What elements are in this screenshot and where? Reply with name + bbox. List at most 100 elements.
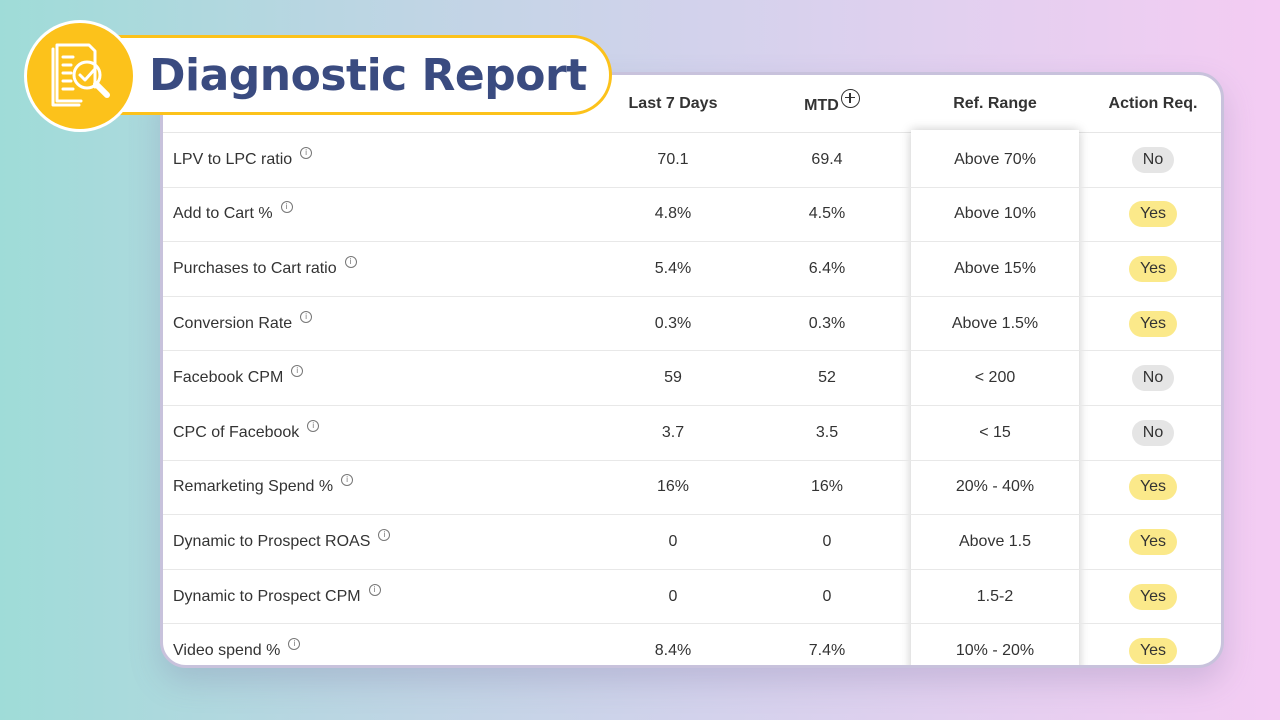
mtd-cell: 3.5 xyxy=(757,406,897,460)
action-cell: No xyxy=(1079,351,1221,405)
ref-range-cell: Above 1.5% xyxy=(911,297,1079,351)
action-cell: Yes xyxy=(1079,624,1221,665)
action-cell: Yes xyxy=(1079,297,1221,351)
table-row: Conversion Rate i 0.3% 0.3% Above 1.5% Yes xyxy=(163,297,1221,352)
info-icon[interactable]: i xyxy=(344,255,357,268)
ref-range-cell: 10% - 20% xyxy=(911,624,1079,665)
mtd-value: 52 xyxy=(818,369,836,387)
ref-range-cell: < 200 xyxy=(911,351,1079,405)
action-cell: No xyxy=(1079,133,1221,187)
metric-name-cell: Dynamic to Prospect CPM i xyxy=(173,570,603,624)
metric-label: Dynamic to Prospect CPM xyxy=(173,587,361,605)
last-7-days-cell: 5.4% xyxy=(603,242,743,296)
table-row: LPV to LPC ratio i 70.1 69.4 Above 70% No xyxy=(163,133,1221,188)
column-header-ref-range[interactable]: Ref. Range xyxy=(953,95,1037,112)
metric-name-cell: Facebook CPM i xyxy=(173,351,603,405)
metric-label: Video spend % xyxy=(173,642,281,660)
last-7-days-cell: 0.3% xyxy=(603,297,743,351)
action-required-badge: Yes xyxy=(1128,583,1178,610)
table-header: Last 7 Days MTD Ref. Range Action Req. xyxy=(163,75,1221,133)
last-7-days-cell: 0 xyxy=(603,515,743,569)
action-required-badge: No xyxy=(1131,419,1175,446)
last-7-days-cell: 8.4% xyxy=(603,624,743,665)
mtd-cell: 6.4% xyxy=(757,242,897,296)
info-icon[interactable]: i xyxy=(300,146,313,159)
ref-range-value: Above 1.5% xyxy=(951,314,1039,332)
column-header-action-req[interactable]: Action Req. xyxy=(1108,95,1198,112)
ref-range-value: Above 15% xyxy=(954,259,1036,277)
last-7-days-value: 0.3% xyxy=(654,314,692,332)
info-icon[interactable]: i xyxy=(291,365,304,378)
info-icon[interactable]: i xyxy=(288,638,301,651)
metric-name-cell: LPV to LPC ratio i xyxy=(173,133,603,187)
last-7-days-value: 3.7 xyxy=(661,423,685,441)
ref-range-value: Above 70% xyxy=(954,150,1036,168)
mtd-value: 6.4% xyxy=(808,259,846,277)
metric-name-cell: Conversion Rate i xyxy=(173,297,603,351)
mtd-value: 0.3% xyxy=(808,314,846,332)
ref-range-value: 1.5-2 xyxy=(976,587,1014,605)
table-row: Facebook CPM i 59 52 < 200 No xyxy=(163,351,1221,406)
action-cell: Yes xyxy=(1079,461,1221,515)
info-icon[interactable]: i xyxy=(341,474,354,487)
metric-label: Add to Cart % xyxy=(173,205,273,223)
last-7-days-value: 8.4% xyxy=(654,642,692,660)
report-check-magnifier-icon xyxy=(24,20,136,132)
ref-range-cell: Above 1.5 xyxy=(911,515,1079,569)
metric-label: CPC of Facebook xyxy=(173,423,300,441)
last-7-days-cell: 59 xyxy=(603,351,743,405)
action-cell: Yes xyxy=(1079,515,1221,569)
last-7-days-value: 70.1 xyxy=(657,150,689,168)
diagnostic-table: Last 7 Days MTD Ref. Range Action Req. L… xyxy=(163,75,1221,665)
ref-range-value: < 15 xyxy=(979,423,1011,441)
ref-range-cell: Above 10% xyxy=(911,188,1079,242)
action-cell: No xyxy=(1079,406,1221,460)
mtd-cell: 52 xyxy=(757,351,897,405)
last-7-days-value: 0 xyxy=(668,587,678,605)
ref-range-cell: Above 70% xyxy=(911,133,1079,187)
ref-range-value: Above 1.5 xyxy=(958,532,1032,550)
info-icon[interactable]: i xyxy=(378,528,391,541)
title-banner: Diagnostic Report xyxy=(112,35,612,115)
metric-label: Purchases to Cart ratio xyxy=(173,259,337,277)
page-title: Diagnostic Report xyxy=(149,49,587,101)
metric-name-cell: Dynamic to Prospect ROAS i xyxy=(173,515,603,569)
last-7-days-cell: 3.7 xyxy=(603,406,743,460)
last-7-days-cell: 16% xyxy=(603,461,743,515)
metric-name-cell: CPC of Facebook i xyxy=(173,406,603,460)
metric-label: LPV to LPC ratio xyxy=(173,150,293,168)
ref-range-column-highlight xyxy=(911,130,1079,665)
ref-range-cell: < 15 xyxy=(911,406,1079,460)
table-row: Dynamic to Prospect ROAS i 0 0 Above 1.5 Yes xyxy=(163,515,1221,570)
mtd-cell: 0.3% xyxy=(757,297,897,351)
metric-name-cell: Purchases to Cart ratio i xyxy=(173,242,603,296)
column-header-last-7-days[interactable]: Last 7 Days xyxy=(628,95,718,112)
table-row: Dynamic to Prospect CPM i 0 0 1.5-2 Yes xyxy=(163,570,1221,625)
info-icon[interactable]: i xyxy=(307,419,320,432)
action-required-badge: Yes xyxy=(1128,310,1178,337)
info-icon[interactable]: i xyxy=(368,583,381,596)
table-row: CPC of Facebook i 3.7 3.5 < 15 No xyxy=(163,406,1221,461)
mtd-cell: 0 xyxy=(757,570,897,624)
action-required-badge: No xyxy=(1131,146,1175,173)
info-icon[interactable]: i xyxy=(300,310,313,323)
metric-label: Facebook CPM xyxy=(173,369,284,387)
column-header-mtd[interactable]: MTD xyxy=(757,75,907,133)
ref-range-value: 10% - 20% xyxy=(955,642,1035,660)
table-row: Add to Cart % i 4.8% 4.5% Above 10% Yes xyxy=(163,188,1221,243)
metric-label: Remarketing Spend % xyxy=(173,478,334,496)
last-7-days-value: 0 xyxy=(668,532,678,550)
last-7-days-value: 16% xyxy=(656,478,690,496)
ref-range-cell: Above 15% xyxy=(911,242,1079,296)
action-cell: Yes xyxy=(1079,242,1221,296)
last-7-days-value: 4.8% xyxy=(654,205,692,223)
info-icon[interactable]: i xyxy=(280,201,293,214)
last-7-days-cell: 0 xyxy=(603,570,743,624)
mtd-value: 16% xyxy=(810,478,844,496)
ref-range-value: < 200 xyxy=(974,369,1016,387)
plus-circle-icon[interactable] xyxy=(840,88,860,108)
last-7-days-cell: 70.1 xyxy=(603,133,743,187)
ref-range-value: Above 10% xyxy=(954,205,1036,223)
mtd-value: 3.5 xyxy=(815,423,839,441)
table-row: Remarketing Spend % i 16% 16% 20% - 40% Yes xyxy=(163,461,1221,516)
